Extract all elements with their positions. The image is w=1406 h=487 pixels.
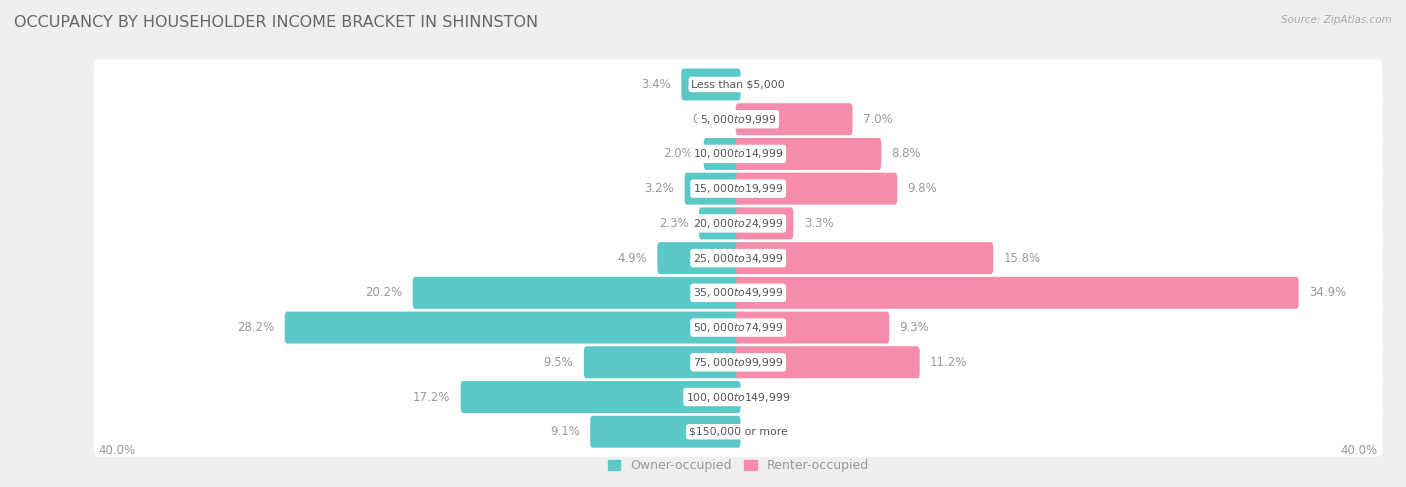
Text: $50,000 to $74,999: $50,000 to $74,999 (693, 321, 783, 334)
Text: $10,000 to $14,999: $10,000 to $14,999 (693, 148, 783, 160)
FancyBboxPatch shape (94, 59, 1382, 110)
FancyBboxPatch shape (735, 312, 889, 343)
FancyBboxPatch shape (735, 207, 793, 239)
FancyBboxPatch shape (285, 312, 741, 343)
Text: $25,000 to $34,999: $25,000 to $34,999 (693, 252, 783, 264)
Text: 8.8%: 8.8% (891, 148, 921, 160)
FancyBboxPatch shape (94, 94, 1382, 144)
Text: $20,000 to $24,999: $20,000 to $24,999 (693, 217, 783, 230)
FancyBboxPatch shape (94, 233, 1382, 283)
Text: 4.9%: 4.9% (617, 252, 647, 264)
Text: Source: ZipAtlas.com: Source: ZipAtlas.com (1281, 15, 1392, 25)
FancyBboxPatch shape (735, 242, 993, 274)
FancyBboxPatch shape (699, 207, 741, 239)
FancyBboxPatch shape (735, 103, 852, 135)
FancyBboxPatch shape (94, 407, 1382, 457)
Text: 3.2%: 3.2% (644, 182, 675, 195)
Text: 40.0%: 40.0% (1341, 444, 1378, 457)
FancyBboxPatch shape (735, 346, 920, 378)
Text: 15.8%: 15.8% (1004, 252, 1040, 264)
Text: $150,000 or more: $150,000 or more (689, 427, 787, 437)
Text: 0.0%: 0.0% (754, 78, 783, 91)
FancyBboxPatch shape (685, 173, 741, 205)
FancyBboxPatch shape (735, 138, 882, 170)
FancyBboxPatch shape (682, 69, 741, 100)
Text: $5,000 to $9,999: $5,000 to $9,999 (700, 112, 776, 126)
Text: 2.3%: 2.3% (659, 217, 689, 230)
Text: $15,000 to $19,999: $15,000 to $19,999 (693, 182, 783, 195)
Text: 34.9%: 34.9% (1309, 286, 1347, 300)
Text: 2.0%: 2.0% (664, 148, 693, 160)
Text: 40.0%: 40.0% (98, 444, 135, 457)
FancyBboxPatch shape (94, 198, 1382, 248)
Text: 28.2%: 28.2% (238, 321, 274, 334)
FancyBboxPatch shape (735, 173, 897, 205)
Text: 0.0%: 0.0% (693, 112, 723, 126)
FancyBboxPatch shape (94, 372, 1382, 422)
Text: 9.1%: 9.1% (550, 425, 579, 438)
FancyBboxPatch shape (704, 138, 741, 170)
Text: $35,000 to $49,999: $35,000 to $49,999 (693, 286, 783, 300)
Text: 20.2%: 20.2% (366, 286, 402, 300)
FancyBboxPatch shape (591, 416, 741, 448)
Text: OCCUPANCY BY HOUSEHOLDER INCOME BRACKET IN SHINNSTON: OCCUPANCY BY HOUSEHOLDER INCOME BRACKET … (14, 15, 538, 30)
Text: $75,000 to $99,999: $75,000 to $99,999 (693, 356, 783, 369)
FancyBboxPatch shape (583, 346, 741, 378)
FancyBboxPatch shape (94, 337, 1382, 387)
Text: Less than $5,000: Less than $5,000 (692, 79, 785, 90)
Legend: Owner-occupied, Renter-occupied: Owner-occupied, Renter-occupied (603, 454, 873, 477)
FancyBboxPatch shape (94, 164, 1382, 214)
FancyBboxPatch shape (658, 242, 741, 274)
FancyBboxPatch shape (413, 277, 741, 309)
Text: $100,000 to $149,999: $100,000 to $149,999 (686, 391, 790, 404)
Text: 0.0%: 0.0% (754, 425, 783, 438)
Text: 17.2%: 17.2% (413, 391, 450, 404)
FancyBboxPatch shape (94, 302, 1382, 353)
FancyBboxPatch shape (94, 129, 1382, 179)
Text: 9.3%: 9.3% (900, 321, 929, 334)
FancyBboxPatch shape (735, 277, 1299, 309)
Text: 7.0%: 7.0% (863, 112, 893, 126)
FancyBboxPatch shape (461, 381, 741, 413)
Text: 9.5%: 9.5% (544, 356, 574, 369)
Text: 11.2%: 11.2% (931, 356, 967, 369)
FancyBboxPatch shape (94, 268, 1382, 318)
Text: 9.8%: 9.8% (908, 182, 938, 195)
Text: 3.4%: 3.4% (641, 78, 671, 91)
Text: 3.3%: 3.3% (804, 217, 834, 230)
Text: 0.0%: 0.0% (754, 391, 783, 404)
